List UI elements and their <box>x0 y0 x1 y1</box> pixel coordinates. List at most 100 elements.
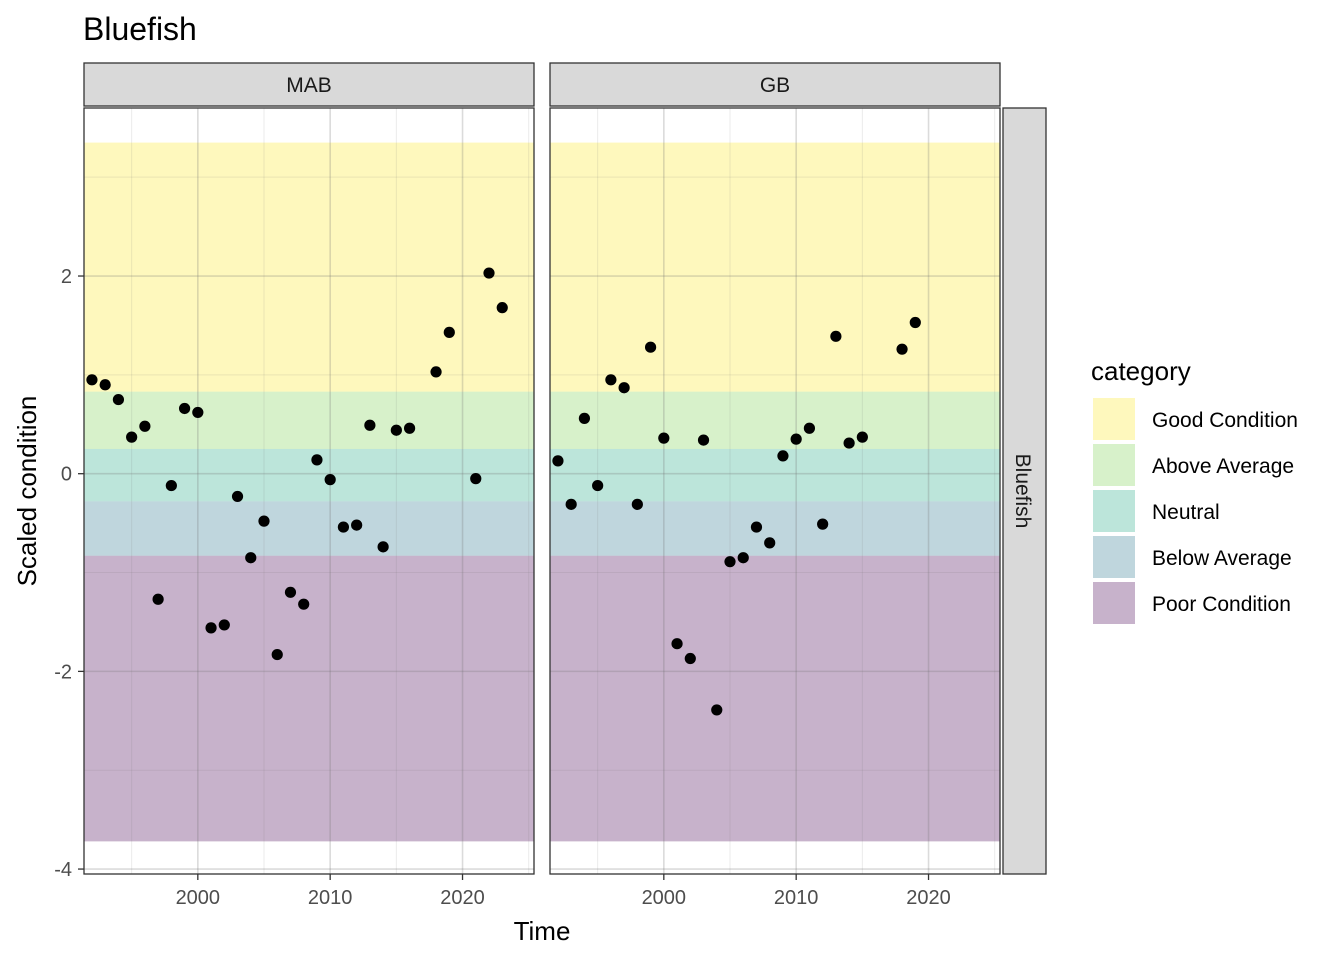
category-bands-gb <box>550 108 1000 874</box>
band-good-condition-gb <box>550 142 1000 392</box>
data-point-gb <box>750 521 763 533</box>
data-point-gb <box>552 455 564 467</box>
data-point-mab <box>430 366 442 378</box>
data-point-gb <box>711 704 723 716</box>
data-point-gb <box>671 638 683 650</box>
data-point-mab <box>192 406 204 419</box>
band-poor-condition-mab <box>84 555 534 842</box>
x-tick-label: 2010 <box>774 887 819 909</box>
data-point-gb <box>658 432 670 444</box>
data-point-mab <box>443 326 455 338</box>
data-point-mab <box>470 473 482 485</box>
band-above-average-mab <box>84 391 534 449</box>
panel-frame-mab <box>83 107 535 875</box>
data-point-mab <box>364 419 376 431</box>
data-point-mab <box>178 402 191 415</box>
panel-frame-gb <box>549 107 1001 875</box>
data-point-gb <box>724 556 736 568</box>
panel-gb: GB <box>549 62 1001 875</box>
legend-label-poor-condition: Poor Condition <box>1152 593 1291 616</box>
data-point-gb <box>565 498 577 510</box>
data-point-mab <box>403 422 416 434</box>
data-point-gb <box>777 450 789 462</box>
legend-key-bg-neutral <box>1093 490 1135 532</box>
x-tick-label: 2020 <box>906 887 951 909</box>
band-below-average-gb <box>550 501 1000 556</box>
points-gb <box>552 316 921 716</box>
legend-key-bg-below-average <box>1093 536 1135 578</box>
legend-label-below-average: Below Average <box>1152 547 1292 570</box>
strip-label-mab: MAB <box>286 74 332 97</box>
data-point-mab <box>271 648 283 661</box>
legend-key-above-average <box>1093 444 1135 486</box>
data-point-mab <box>390 424 402 436</box>
data-point-mab <box>126 431 138 443</box>
data-point-gb <box>684 652 696 665</box>
data-point-gb <box>817 518 829 530</box>
legend-title: category <box>1091 356 1191 386</box>
row-strip-label: Bluefish <box>1011 454 1034 529</box>
band-poor-condition-gb <box>550 555 1000 842</box>
y-tick-label: -4 <box>54 859 72 881</box>
gridlines-mab <box>84 108 534 874</box>
data-point-gb <box>605 374 617 386</box>
strip-label-gb: GB <box>760 74 790 97</box>
strip-mab <box>83 62 535 107</box>
data-point-mab <box>351 519 363 531</box>
chart-title: Bluefish <box>83 11 197 47</box>
y-tick-label: -2 <box>54 661 72 683</box>
data-point-mab <box>311 454 323 466</box>
category-bands-mab <box>84 108 534 874</box>
legend-key-bg-poor-condition <box>1093 582 1135 624</box>
data-point-mab <box>205 622 217 634</box>
data-point-gb <box>803 422 816 434</box>
x-axis: 2000 2010 2020 2000 2010 2020 <box>176 874 951 909</box>
data-point-gb <box>592 479 604 492</box>
x-tick-label: 2000 <box>176 887 221 909</box>
y-tick-label: 0 <box>61 464 72 486</box>
legend-key-below-average <box>1093 536 1135 578</box>
data-point-gb <box>830 330 842 342</box>
legend-key-neutral <box>1093 490 1135 532</box>
data-point-mab <box>377 541 389 553</box>
data-point-mab <box>483 267 495 279</box>
points-mab <box>86 267 508 661</box>
x-tick-label: 2010 <box>308 887 353 909</box>
gridlines-gb <box>550 108 1000 874</box>
band-good-condition-mab <box>84 142 534 392</box>
legend: category Good Condition Above Average Neut… <box>1091 356 1298 624</box>
data-point-gb <box>843 437 855 449</box>
band-neutral-mab <box>84 448 534 502</box>
data-point-mab <box>152 593 164 605</box>
x-axis-title: Time <box>514 916 571 946</box>
row-strip: Bluefish <box>1002 107 1047 875</box>
band-below-average-mab <box>84 501 534 556</box>
data-point-gb <box>697 434 710 446</box>
band-neutral-gb <box>550 448 1000 502</box>
data-point-mab <box>99 379 111 391</box>
legend-key-poor-condition <box>1093 582 1135 624</box>
data-point-gb <box>896 343 908 355</box>
row-strip-box <box>1002 107 1047 875</box>
data-point-mab <box>324 474 336 486</box>
panel-background-mab <box>84 108 534 874</box>
x-tick-label: 2020 <box>440 887 485 909</box>
y-axis-title: Scaled condition <box>12 396 42 587</box>
y-axis: -4 -2 0 2 <box>54 266 84 881</box>
data-point-mab <box>337 521 350 533</box>
data-point-mab <box>298 598 310 610</box>
legend-label-good-condition: Good Condition <box>1152 409 1298 432</box>
data-point-gb <box>737 552 749 564</box>
data-point-mab <box>231 490 244 503</box>
data-point-gb <box>618 382 630 394</box>
y-tick-label: 2 <box>61 266 72 288</box>
x-tick-label: 2000 <box>642 887 687 909</box>
data-point-gb <box>790 433 802 445</box>
data-point-mab <box>165 479 177 492</box>
data-point-mab <box>218 619 230 631</box>
legend-label-above-average: Above Average <box>1152 455 1294 478</box>
data-point-gb <box>631 498 643 510</box>
panel-background-gb <box>550 108 1000 874</box>
data-point-mab <box>496 302 508 314</box>
